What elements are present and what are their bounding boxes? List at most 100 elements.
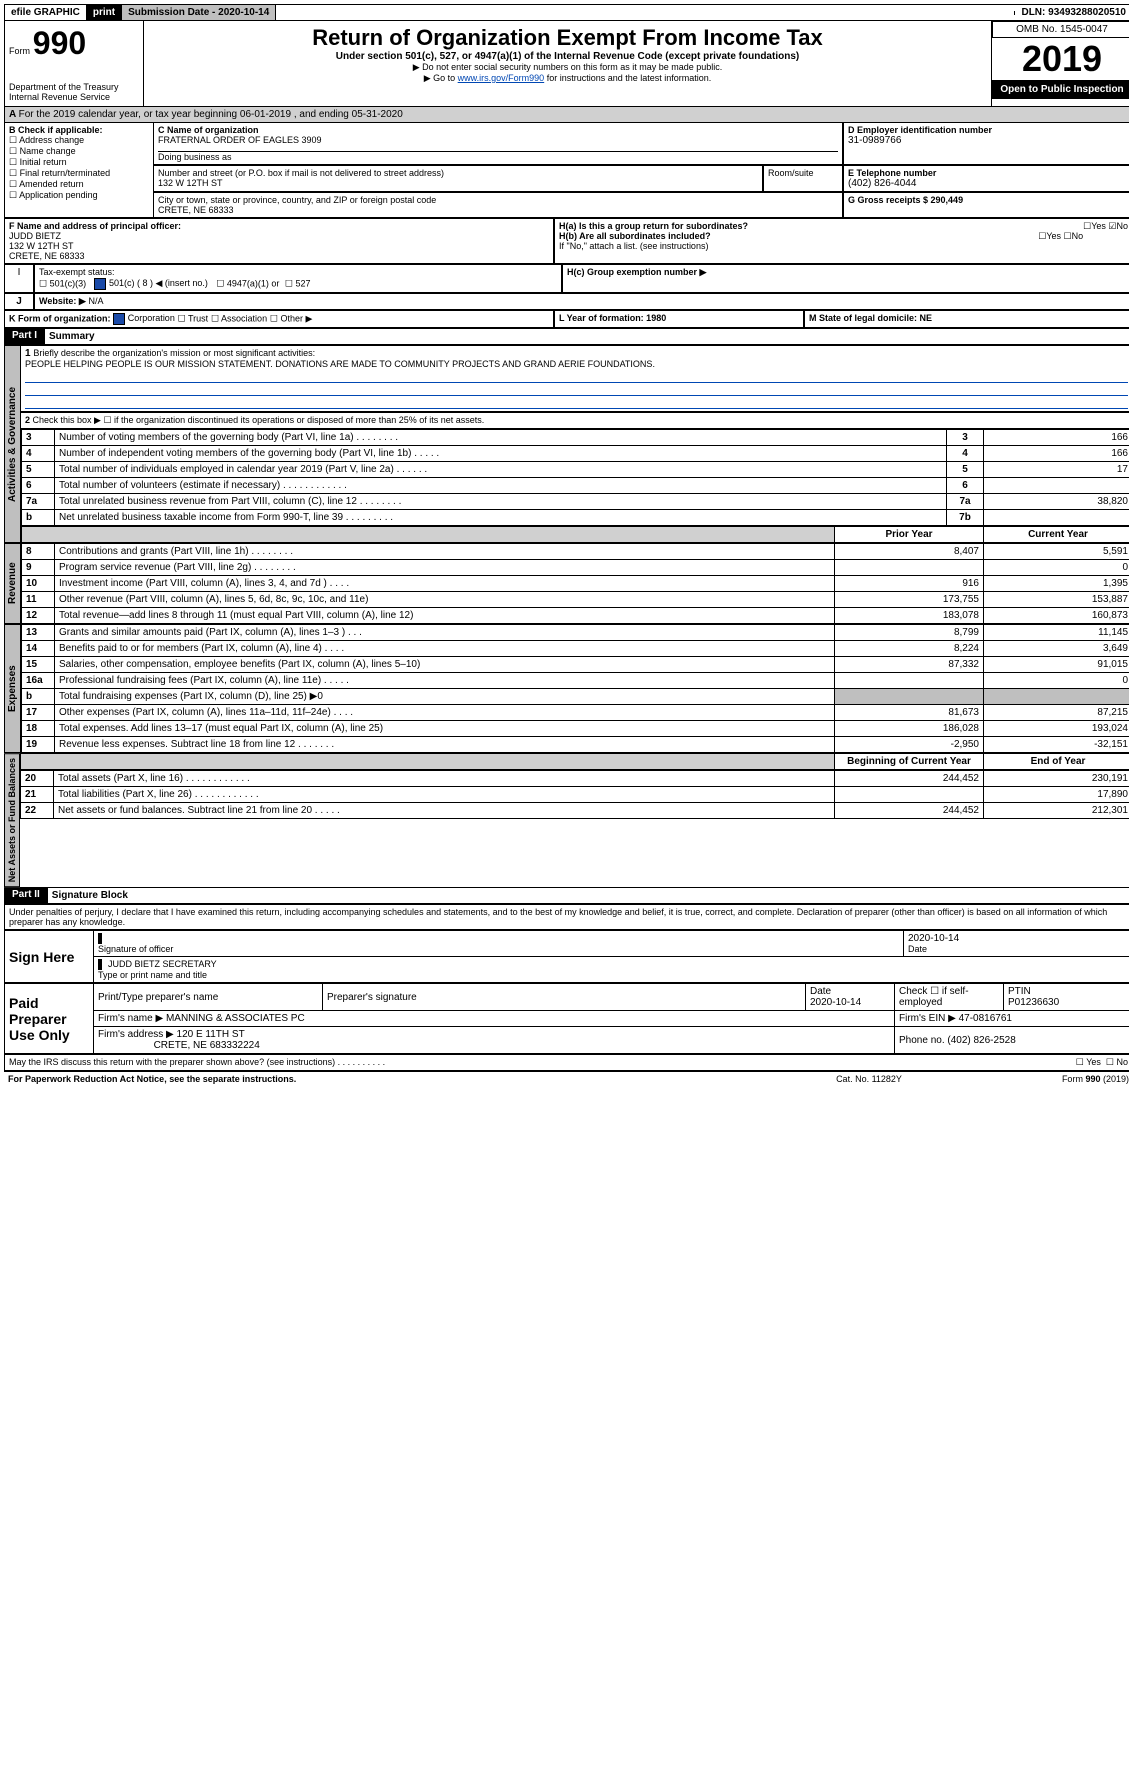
box-b-o5[interactable]: ☐ Amended return — [9, 179, 149, 190]
table-row: 20Total assets (Part X, line 16) . . . .… — [21, 771, 1129, 787]
part1-bar: Part I Summary — [4, 328, 1129, 345]
form990-link[interactable]: www.irs.gov/Form990 — [458, 73, 545, 83]
city-label: City or town, state or province, country… — [158, 195, 838, 205]
topbar-spacer — [276, 11, 1015, 15]
table-row: 9Program service revenue (Part VIII, lin… — [22, 560, 1129, 576]
officer-addr2: CRETE, NE 68333 — [9, 251, 549, 261]
table-row: 8Contributions and grants (Part VIII, li… — [22, 544, 1129, 560]
addr-value: 132 W 12TH ST — [158, 178, 758, 188]
perjury-declaration: Under penalties of perjury, I declare th… — [4, 904, 1129, 930]
box-b-head: B Check if applicable: — [9, 125, 149, 135]
form-word: Form — [9, 46, 30, 56]
subtitle-2: ▶ Do not enter social security numbers o… — [148, 62, 987, 73]
box-i-head: Tax-exempt status: — [39, 267, 115, 277]
i-hc-block: I Tax-exempt status: ☐ 501(c)(3) 501(c) … — [4, 264, 1129, 293]
ein-value: 31-0989766 — [848, 135, 1128, 146]
open-public: Open to Public Inspection — [992, 80, 1129, 99]
klm-block: K Form of organization: Corporation ☐ Tr… — [4, 310, 1129, 328]
box-m: M State of legal domicile: NE — [809, 313, 932, 323]
table-row: 16aProfessional fundraising fees (Part I… — [22, 673, 1129, 689]
l1-label: Briefly describe the organization's miss… — [33, 348, 315, 358]
table-row: 15Salaries, other compensation, employee… — [22, 657, 1129, 673]
box-g: G Gross receipts $ 290,449 — [848, 195, 1128, 205]
k-o1[interactable]: Corporation — [113, 313, 175, 323]
print-button[interactable]: print — [87, 5, 122, 20]
hb-line: H(b) Are all subordinates included? ☐Yes… — [559, 231, 1128, 241]
website-value: N/A — [89, 296, 104, 306]
footer: For Paperwork Reduction Act Notice, see … — [4, 1071, 1129, 1086]
table-row: 3Number of voting members of the governi… — [22, 430, 1129, 446]
box-f-head: F Name and address of principal officer: — [9, 221, 549, 231]
i-o3[interactable]: ☐ 4947(a)(1) or — [216, 278, 279, 288]
table-row: 5Total number of individuals employed in… — [22, 462, 1129, 478]
form-title: Return of Organization Exempt From Incom… — [148, 25, 987, 51]
i-o1[interactable]: ☐ 501(c)(3) — [39, 278, 86, 288]
table-row: 14Benefits paid to or for members (Part … — [22, 641, 1129, 657]
part1-header-row: Prior YearCurrent Year — [21, 526, 1129, 543]
box-e-head: E Telephone number — [848, 168, 1128, 178]
tax-year: 2019 — [992, 38, 1129, 80]
sidebar-expenses: Expenses — [4, 624, 21, 753]
k-o4[interactable]: ☐ Other ▶ — [270, 313, 313, 323]
phone-value: (402) 826-4044 — [848, 178, 1128, 189]
paid-preparer-block: Paid Preparer Use Only Print/Type prepar… — [4, 983, 1129, 1054]
table-row: 11Other revenue (Part VIII, column (A), … — [22, 592, 1129, 608]
part1-single-col-rows: 3Number of voting members of the governi… — [21, 429, 1129, 526]
table-row: bNet unrelated business taxable income f… — [22, 510, 1129, 526]
expense-rows: 13Grants and similar amounts paid (Part … — [21, 624, 1129, 753]
discuss-no[interactable]: ☐ No — [1106, 1057, 1128, 1068]
table-row: 10Investment income (Part VIII, column (… — [22, 576, 1129, 592]
box-b-o1[interactable]: ☐ Address change — [9, 135, 149, 146]
j-block: J Website: ▶ N/A — [4, 293, 1129, 310]
table-row: 12Total revenue—add lines 8 through 11 (… — [22, 608, 1129, 624]
table-row: 6Total number of volunteers (estimate if… — [22, 478, 1129, 494]
table-row: 19Revenue less expenses. Subtract line 1… — [22, 737, 1129, 753]
form-number: 990 — [33, 25, 86, 61]
k-o2[interactable]: ☐ Trust — [178, 313, 209, 323]
sidebar-activities: Activities & Governance — [4, 345, 21, 543]
subtitle-3: ▶ Go to www.irs.gov/Form990 for instruct… — [148, 73, 987, 84]
subtitle-1: Under section 501(c), 527, or 4947(a)(1)… — [148, 51, 987, 62]
ha-line: H(a) Is this a group return for subordin… — [559, 221, 1128, 231]
addr-label: Number and street (or P.O. box if mail i… — [158, 168, 758, 178]
revenue-rows: 8Contributions and grants (Part VIII, li… — [21, 543, 1129, 624]
l2-text: Check this box ▶ ☐ if the organization d… — [33, 415, 485, 425]
net-header-row: Beginning of Current YearEnd of Year — [20, 753, 1129, 770]
officer-addr1: 132 W 12TH ST — [9, 241, 549, 251]
box-b-o3[interactable]: ☐ Initial return — [9, 157, 149, 168]
table-row: 21Total liabilities (Part X, line 26) . … — [21, 787, 1129, 803]
k-o3[interactable]: ☐ Association — [211, 313, 267, 323]
netassets-block: Net Assets or Fund Balances Beginning of… — [4, 753, 1129, 887]
net-rows: 20Total assets (Part X, line 16) . . . .… — [20, 770, 1129, 819]
officer-name: JUDD BIETZ — [9, 231, 549, 241]
dln-label: DLN: 93493288020510 — [1015, 5, 1129, 20]
sidebar-netassets: Net Assets or Fund Balances — [4, 753, 20, 887]
sign-here-block: Sign Here Signature of officer 2020-10-1… — [4, 930, 1129, 983]
section-a-year: A For the 2019 calendar year, or tax yea… — [4, 107, 1129, 123]
dept-treasury: Department of the Treasury — [9, 82, 139, 92]
table-row: 13Grants and similar amounts paid (Part … — [22, 625, 1129, 641]
discuss-line: May the IRS discuss this return with the… — [4, 1054, 1129, 1071]
table-row: bTotal fundraising expenses (Part IX, co… — [22, 689, 1129, 705]
part2-bar: Part II Signature Block — [4, 887, 1129, 904]
hb-note: If "No," attach a list. (see instruction… — [559, 241, 1128, 251]
i-o4[interactable]: ☐ 527 — [285, 278, 311, 288]
table-row: 17Other expenses (Part IX, column (A), l… — [22, 705, 1129, 721]
l1-value: PEOPLE HELPING PEOPLE IS OUR MISSION STA… — [25, 359, 655, 369]
expenses-block: Expenses 13Grants and similar amounts pa… — [4, 624, 1129, 753]
box-b-o2[interactable]: ☐ Name change — [9, 146, 149, 157]
box-c-head: C Name of organization — [158, 125, 838, 135]
box-d-head: D Employer identification number — [848, 125, 1128, 135]
irs-label: Internal Revenue Service — [9, 92, 139, 102]
table-row: 18Total expenses. Add lines 13–17 (must … — [22, 721, 1129, 737]
table-row: 4Number of independent voting members of… — [22, 446, 1129, 462]
i-o2[interactable]: 501(c) ( 8 ) ◀ (insert no.) — [94, 278, 207, 288]
box-b-o4[interactable]: ☐ Final return/terminated — [9, 168, 149, 179]
sidebar-revenue: Revenue — [4, 543, 21, 624]
box-b-o6[interactable]: ☐ Application pending — [9, 190, 149, 201]
city-value: CRETE, NE 68333 — [158, 205, 838, 215]
org-name: FRATERNAL ORDER OF EAGLES 3909 — [158, 135, 838, 145]
table-row: 7aTotal unrelated business revenue from … — [22, 494, 1129, 510]
discuss-yes[interactable]: ☐ Yes — [1076, 1057, 1101, 1068]
table-row: 22Net assets or fund balances. Subtract … — [21, 803, 1129, 819]
